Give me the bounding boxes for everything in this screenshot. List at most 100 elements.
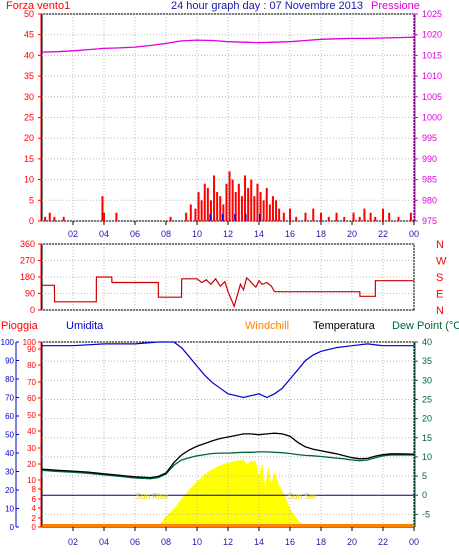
y-tick-label: 0 <box>30 305 35 315</box>
y-right-tick-label: 995 <box>422 133 437 143</box>
wind-bar <box>304 212 307 221</box>
x-tick-label: 00 <box>409 229 419 239</box>
temp-tick-label: 20 <box>422 414 432 424</box>
compass-label: S <box>436 272 443 284</box>
rain-tick-label: 90 <box>27 345 36 354</box>
wind-bar <box>289 208 291 221</box>
temp-tick-label: 40 <box>422 337 432 347</box>
temp-tick-label: 10 <box>422 452 432 462</box>
x-tick-label: 14 <box>254 229 264 239</box>
wind-bar <box>222 204 225 221</box>
wind-bar <box>409 212 412 221</box>
y-tick-label: 180 <box>20 272 35 282</box>
pressure-line <box>41 36 415 53</box>
y-right-tick-label: 985 <box>422 175 437 185</box>
humidity-tick-label: 100 <box>1 338 15 347</box>
rain-tick-label: 50 <box>27 411 36 420</box>
wind-bar <box>253 196 256 221</box>
sunrise-label: Sun Rise <box>136 492 169 501</box>
humidity-tick-label: 90 <box>5 357 14 366</box>
x-tick-label: 18 <box>316 229 326 239</box>
wind-bar <box>209 200 212 221</box>
rain-tick-label: 20 <box>27 460 36 469</box>
wind-bar <box>189 204 192 221</box>
humidity-tick-label: 80 <box>5 375 14 384</box>
wind-bar <box>200 200 203 221</box>
wind-axis-title: Forza vento1 <box>6 0 71 12</box>
windchill-legend: Windchill <box>245 320 290 332</box>
pressure-axis-title: Pressione <box>371 0 420 12</box>
gust-bar <box>209 214 211 221</box>
y-tick-label: 270 <box>20 256 35 266</box>
x-tick-label: 12 <box>223 229 233 239</box>
wind-bar <box>228 171 231 221</box>
rain-tick-label: 70 <box>27 378 36 387</box>
rain-tick-label: 6 <box>32 495 37 504</box>
y-right-tick-label: 990 <box>422 154 437 164</box>
solar-area <box>153 460 306 527</box>
wind-bar <box>53 216 56 221</box>
y-right-tick-label: 980 <box>422 195 437 205</box>
compass-label: W <box>436 256 447 268</box>
wind-bar <box>240 196 243 221</box>
y-tick-label: 90 <box>25 289 35 299</box>
wind-bar <box>268 204 271 221</box>
wind-bar <box>101 196 104 221</box>
wind-bar <box>295 216 298 221</box>
wind-bar <box>388 212 391 221</box>
wind-bar <box>271 196 274 221</box>
wind-pressure-panel: 0510152025303540455097598098599099510001… <box>24 9 442 239</box>
humidity-tick-label: 60 <box>5 412 14 421</box>
y-right-tick-label: 1010 <box>422 71 442 81</box>
y-right-tick-label: 1020 <box>422 30 442 40</box>
x-tick-label: 04 <box>99 537 109 547</box>
humidity-tick-label: 20 <box>5 486 14 495</box>
x-tick-label: 10 <box>192 229 202 239</box>
rain-tick-label: 60 <box>27 394 36 403</box>
y-tick-label: 20 <box>24 133 34 143</box>
humidity-tick-label: 10 <box>5 505 14 514</box>
temp-tick-label: 5 <box>422 471 427 481</box>
x-tick-label: 04 <box>99 229 109 239</box>
wind-bar <box>48 212 51 221</box>
wind-bar <box>103 212 105 221</box>
humidity-tick-label: 30 <box>5 468 14 477</box>
wind-bar <box>44 216 47 221</box>
y-right-tick-label: 1015 <box>422 50 442 60</box>
wind-bar <box>219 196 222 221</box>
y-tick-label: 30 <box>24 92 34 102</box>
dewpoint-line <box>41 451 414 480</box>
y-tick-label: 40 <box>24 50 34 60</box>
rain-axis-title: Pioggia <box>1 320 38 332</box>
wind-bar <box>185 212 188 221</box>
wind-bar <box>320 212 322 221</box>
wind-bar <box>244 175 247 221</box>
compass-label: N <box>436 239 444 251</box>
wind-bar <box>169 216 172 221</box>
wind-bar <box>327 216 330 221</box>
wind-bar <box>262 200 265 221</box>
gust-bar <box>221 214 224 221</box>
y-tick-label: 5 <box>29 195 34 205</box>
wind-bar <box>369 212 372 221</box>
wind-bar <box>374 216 377 221</box>
wind-bar <box>197 192 200 221</box>
wind-bar <box>259 192 262 221</box>
wind-bar <box>343 216 346 221</box>
rain-tick-label: 100 <box>23 338 37 347</box>
rain-tick-label: 10 <box>27 476 36 485</box>
temp-tick-label: 15 <box>422 433 432 443</box>
wind-bar <box>335 212 338 221</box>
x-tick-label: 16 <box>285 537 295 547</box>
wind-bar <box>247 187 250 221</box>
wind-bar <box>282 212 285 221</box>
temp-tick-label: -5 <box>422 509 430 519</box>
x-tick-label: 20 <box>347 229 357 239</box>
wind-bar <box>194 208 197 221</box>
chart-title: 24 hour graph day : 07 Novembre 2013 <box>171 0 364 12</box>
temp-tick-label: 0 <box>422 490 427 500</box>
rain-tick-label: 80 <box>27 361 36 370</box>
wind-bar <box>225 183 228 221</box>
temperature-legend: Temperatura <box>313 320 375 332</box>
temp-tick-label: 35 <box>422 356 432 366</box>
